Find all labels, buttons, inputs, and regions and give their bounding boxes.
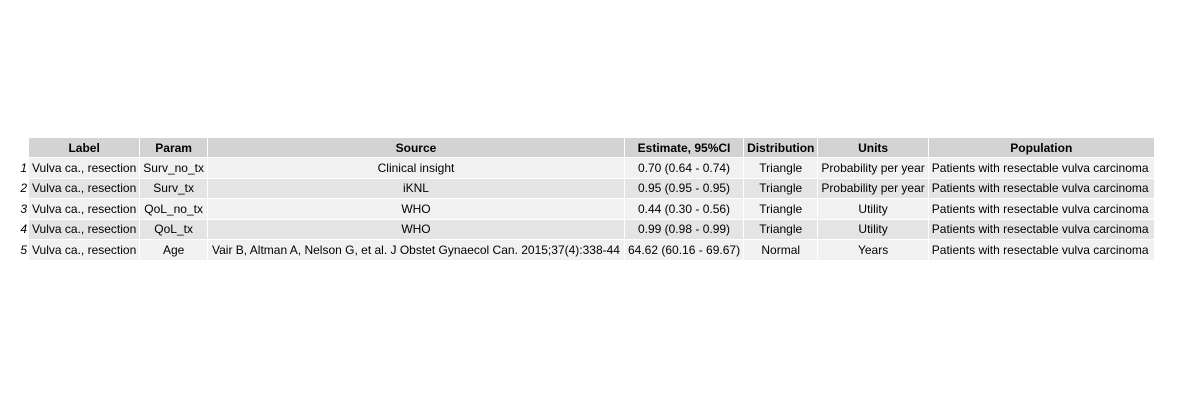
table-row: 2 Vulva ca., resection Surv_tx iKNL 0.95… xyxy=(15,178,1154,198)
param-cell: QoL_no_tx xyxy=(140,199,207,219)
estimate-cell: 0.70 (0.64 - 0.74) xyxy=(624,158,744,178)
label-cell: Vulva ca., resection xyxy=(29,158,140,178)
source-cell: Clinical insight xyxy=(207,158,624,178)
population-cell: Patients with resectable vulva carcinoma xyxy=(928,240,1154,260)
column-header-units: Units xyxy=(818,138,928,157)
label-cell: Vulva ca., resection xyxy=(29,178,140,198)
row-number: 5 xyxy=(15,240,28,260)
column-header-source: Source xyxy=(207,138,624,157)
distribution-cell: Normal xyxy=(744,240,818,260)
row-number: 1 xyxy=(15,158,28,178)
row-number: 4 xyxy=(15,219,28,239)
label-cell: Vulva ca., resection xyxy=(29,240,140,260)
row-number: 2 xyxy=(15,178,28,198)
distribution-cell: Triangle xyxy=(744,219,818,239)
table-header-row: Label Param Source Estimate, 95%CI Distr… xyxy=(15,138,1154,157)
table-row: 4 Vulva ca., resection QoL_tx WHO 0.99 (… xyxy=(15,219,1154,239)
column-header-distribution: Distribution xyxy=(744,138,818,157)
units-cell: Probability per year xyxy=(818,178,928,198)
distribution-cell: Triangle xyxy=(744,158,818,178)
param-cell: QoL_tx xyxy=(140,219,207,239)
population-cell: Patients with resectable vulva carcinoma xyxy=(928,219,1154,239)
source-cell: WHO xyxy=(207,199,624,219)
table-row: 1 Vulva ca., resection Surv_no_tx Clinic… xyxy=(15,158,1154,178)
param-cell: Surv_tx xyxy=(140,178,207,198)
population-cell: Patients with resectable vulva carcinoma xyxy=(928,178,1154,198)
column-header-rownum xyxy=(15,138,28,157)
source-cell: iKNL xyxy=(207,178,624,198)
units-cell: Years xyxy=(818,240,928,260)
source-cell: WHO xyxy=(207,219,624,239)
column-header-population: Population xyxy=(928,138,1154,157)
population-cell: Patients with resectable vulva carcinoma xyxy=(928,199,1154,219)
column-header-label: Label xyxy=(29,138,140,157)
table-row: 5 Vulva ca., resection Age Vair B, Altma… xyxy=(15,240,1154,260)
units-cell: Utility xyxy=(818,199,928,219)
estimate-cell: 0.95 (0.95 - 0.95) xyxy=(624,178,744,198)
label-cell: Vulva ca., resection xyxy=(29,219,140,239)
estimate-cell: 0.44 (0.30 - 0.56) xyxy=(624,199,744,219)
units-cell: Utility xyxy=(818,219,928,239)
units-cell: Probability per year xyxy=(818,158,928,178)
estimate-cell: 0.99 (0.98 - 0.99) xyxy=(624,219,744,239)
column-header-estimate: Estimate, 95%CI xyxy=(624,138,744,157)
param-cell: Surv_no_tx xyxy=(140,158,207,178)
column-header-param: Param xyxy=(140,138,207,157)
param-cell: Age xyxy=(140,240,207,260)
table-row: 3 Vulva ca., resection QoL_no_tx WHO 0.4… xyxy=(15,199,1154,219)
parameter-table-container: Label Param Source Estimate, 95%CI Distr… xyxy=(14,137,1155,261)
label-cell: Vulva ca., resection xyxy=(29,199,140,219)
parameter-table: Label Param Source Estimate, 95%CI Distr… xyxy=(14,137,1155,261)
distribution-cell: Triangle xyxy=(744,199,818,219)
source-cell: Vair B, Altman A, Nelson G, et al. J Obs… xyxy=(207,240,624,260)
distribution-cell: Triangle xyxy=(744,178,818,198)
population-cell: Patients with resectable vulva carcinoma xyxy=(928,158,1154,178)
estimate-cell: 64.62 (60.16 - 69.67) xyxy=(624,240,744,260)
row-number: 3 xyxy=(15,199,28,219)
